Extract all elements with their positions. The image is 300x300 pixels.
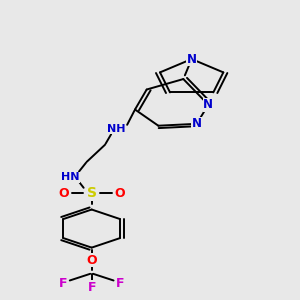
Text: S: S [87, 186, 97, 200]
Text: HN: HN [61, 172, 79, 182]
Text: O: O [58, 187, 69, 200]
Text: F: F [87, 281, 96, 294]
Text: N: N [192, 117, 202, 130]
Text: NH: NH [107, 124, 126, 134]
Text: N: N [187, 52, 197, 65]
Text: O: O [86, 254, 97, 266]
Text: F: F [116, 277, 124, 290]
Text: F: F [59, 277, 68, 290]
Text: O: O [115, 187, 125, 200]
Text: N: N [203, 98, 213, 111]
